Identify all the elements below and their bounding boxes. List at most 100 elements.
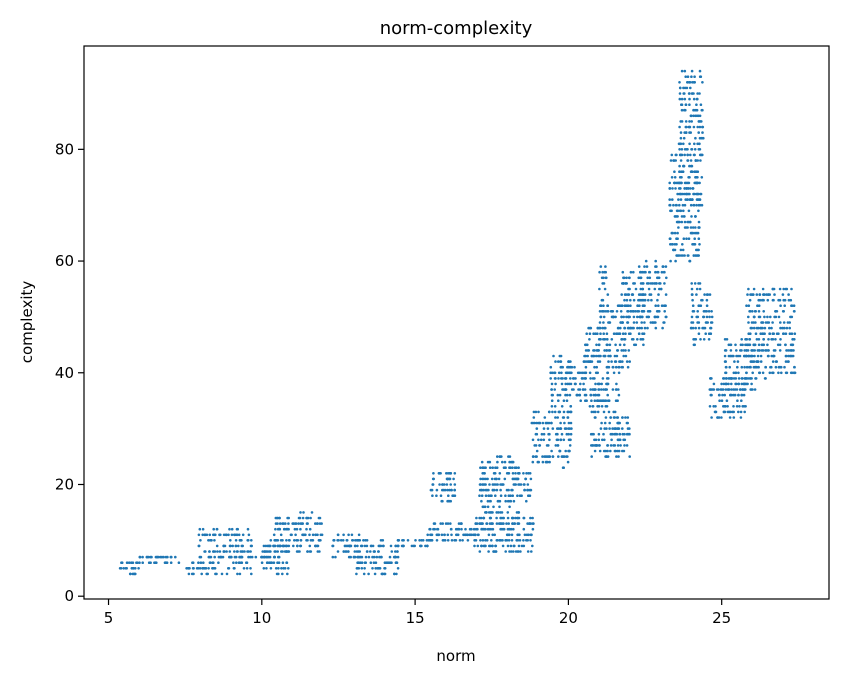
scatter-point xyxy=(605,427,608,430)
scatter-point xyxy=(353,555,357,559)
scatter-point xyxy=(773,349,777,352)
scatter-point xyxy=(703,293,706,296)
scatter-point xyxy=(600,405,604,408)
scatter-point xyxy=(629,304,632,308)
scatter-point xyxy=(217,555,221,559)
scatter-point xyxy=(609,444,613,447)
scatter-point xyxy=(207,539,210,542)
scatter-point xyxy=(700,136,704,140)
scatter-point xyxy=(788,326,791,330)
scatter-point xyxy=(277,561,281,564)
scatter-point xyxy=(730,382,733,386)
scatter-point xyxy=(673,243,677,246)
scatter-point xyxy=(484,488,488,492)
scatter-point xyxy=(567,410,570,414)
scatter-point xyxy=(747,354,750,358)
scatter-point xyxy=(765,349,768,352)
scatter-point xyxy=(578,393,582,397)
scatter-point xyxy=(517,544,521,548)
scatter-point xyxy=(197,544,201,548)
scatter-point xyxy=(212,533,215,537)
scatter-point xyxy=(484,539,487,542)
scatter-point xyxy=(548,438,551,442)
scatter-point xyxy=(552,354,555,358)
scatter-point xyxy=(225,550,228,553)
scatter-point xyxy=(774,360,778,363)
scatter-point xyxy=(273,555,276,559)
scatter-point xyxy=(749,365,752,369)
scatter-point xyxy=(693,243,697,246)
scatter-point xyxy=(643,321,646,324)
scatter-point xyxy=(365,544,369,548)
scatter-point xyxy=(522,472,525,475)
scatter-point xyxy=(747,315,750,319)
scatter-point xyxy=(550,421,553,425)
scatter-point xyxy=(612,332,616,336)
scatter-point xyxy=(699,304,703,308)
scatter-point xyxy=(525,472,528,475)
scatter-point xyxy=(692,114,695,118)
scatter-point xyxy=(790,304,794,308)
scatter-point xyxy=(692,254,696,257)
scatter-point xyxy=(432,472,435,475)
scatter-point xyxy=(503,460,507,464)
scatter-point xyxy=(700,153,703,157)
scatter-point xyxy=(320,522,323,525)
scatter-point xyxy=(247,533,251,537)
scatter-point xyxy=(380,555,383,559)
scatter-point xyxy=(490,494,493,498)
scatter-point xyxy=(484,477,488,481)
scatter-point xyxy=(731,410,734,414)
scatter-point xyxy=(247,539,250,542)
scatter-point xyxy=(190,572,194,576)
scatter-point xyxy=(557,399,560,403)
scatter-point xyxy=(430,539,434,542)
scatter-point xyxy=(509,494,512,498)
scatter-point xyxy=(676,192,679,196)
scatter-point xyxy=(686,220,689,224)
scatter-point xyxy=(574,377,577,380)
scatter-point xyxy=(522,527,526,531)
scatter-point xyxy=(705,304,709,308)
scatter-point xyxy=(614,388,618,391)
scatter-point xyxy=(606,310,610,313)
scatter-point xyxy=(272,533,276,537)
scatter-point xyxy=(212,550,215,553)
scatter-point xyxy=(784,343,787,347)
scatter-point xyxy=(673,248,677,252)
scatter-point xyxy=(660,270,664,274)
scatter-point xyxy=(500,511,504,514)
scatter-point xyxy=(525,499,528,503)
scatter-point xyxy=(377,550,380,553)
scatter-point xyxy=(603,349,606,352)
scatter-point xyxy=(610,360,613,363)
scatter-point xyxy=(495,511,499,514)
scatter-point xyxy=(621,360,624,363)
scatter-point xyxy=(308,550,312,553)
scatter-point xyxy=(282,567,285,570)
scatter-point xyxy=(749,388,752,391)
scatter-point xyxy=(268,561,271,564)
scatter-point xyxy=(435,488,439,492)
scatter-point xyxy=(242,567,246,570)
scatter-point xyxy=(562,466,565,470)
scatter-point xyxy=(228,544,232,548)
scatter-point xyxy=(747,321,750,324)
scatter-point xyxy=(680,181,683,185)
scatter-point xyxy=(239,539,243,542)
scatter-point xyxy=(281,572,284,576)
scatter-point xyxy=(546,460,549,464)
scatter-point xyxy=(197,561,200,564)
scatter-point xyxy=(747,304,751,308)
scatter-point xyxy=(683,203,687,207)
scatter-point xyxy=(695,203,698,207)
scatter-point xyxy=(688,103,691,106)
scatter-point xyxy=(682,136,686,140)
scatter-point xyxy=(543,416,547,419)
scatter-point xyxy=(249,550,252,553)
scatter-point xyxy=(746,293,749,296)
scatter-point xyxy=(383,572,387,576)
scatter-point xyxy=(124,567,128,570)
scatter-point xyxy=(336,550,340,553)
